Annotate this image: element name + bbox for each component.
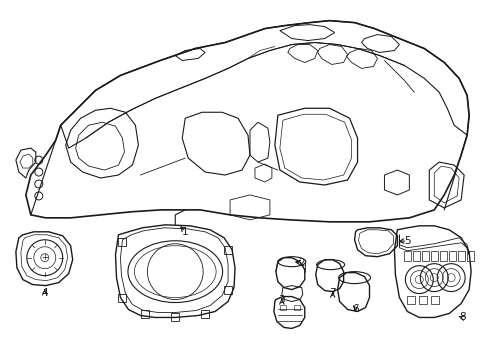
Bar [422, 251, 428, 261]
Text: 5: 5 [403, 236, 410, 246]
Bar [171, 314, 179, 321]
Text: 4: 4 [41, 288, 48, 298]
Bar [412, 251, 420, 261]
Bar [419, 296, 427, 303]
Text: 8: 8 [458, 312, 465, 323]
Bar [407, 296, 414, 303]
Bar [293, 305, 299, 310]
Bar [466, 251, 473, 261]
Bar [404, 251, 410, 261]
Bar [224, 285, 232, 293]
Text: 3: 3 [278, 294, 285, 305]
Bar [118, 293, 126, 302]
Text: 6: 6 [351, 305, 358, 315]
Bar [279, 305, 285, 310]
Bar [448, 251, 455, 261]
Text: 1: 1 [182, 227, 188, 237]
Bar [141, 310, 149, 319]
Bar [118, 238, 126, 246]
Text: 2: 2 [298, 258, 305, 268]
Bar [457, 251, 464, 261]
Bar [439, 251, 447, 261]
Bar [430, 251, 437, 261]
Bar [201, 310, 209, 319]
Bar [224, 246, 232, 254]
Text: 7: 7 [329, 288, 335, 298]
Text: +: + [41, 253, 48, 262]
Bar [430, 296, 438, 303]
